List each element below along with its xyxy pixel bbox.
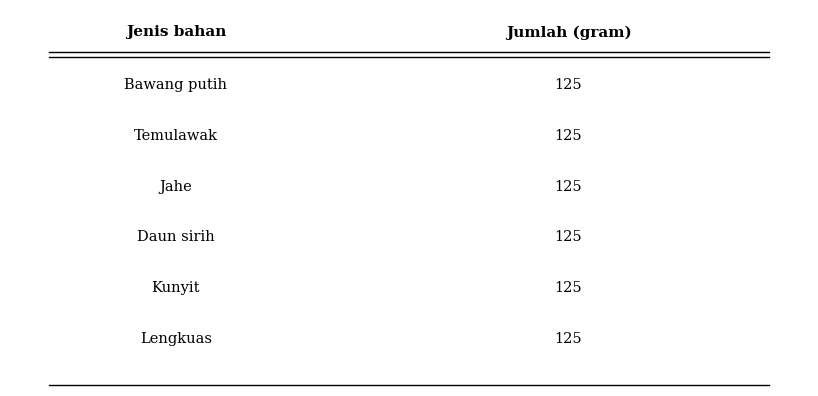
- Text: Temulawak: Temulawak: [134, 129, 218, 143]
- Text: Bawang putih: Bawang putih: [124, 78, 227, 92]
- Text: Daun sirih: Daun sirih: [137, 230, 215, 244]
- Text: Kunyit: Kunyit: [151, 281, 200, 295]
- Text: 125: 125: [555, 129, 582, 143]
- Text: Jahe: Jahe: [160, 179, 192, 194]
- Text: 125: 125: [555, 331, 582, 346]
- Text: 125: 125: [555, 230, 582, 244]
- Text: 125: 125: [555, 179, 582, 194]
- Text: 125: 125: [555, 281, 582, 295]
- Text: 125: 125: [555, 78, 582, 92]
- Text: Lengkuas: Lengkuas: [140, 331, 212, 346]
- Text: Jenis bahan: Jenis bahan: [126, 25, 226, 40]
- Text: Jumlah (gram): Jumlah (gram): [506, 25, 631, 40]
